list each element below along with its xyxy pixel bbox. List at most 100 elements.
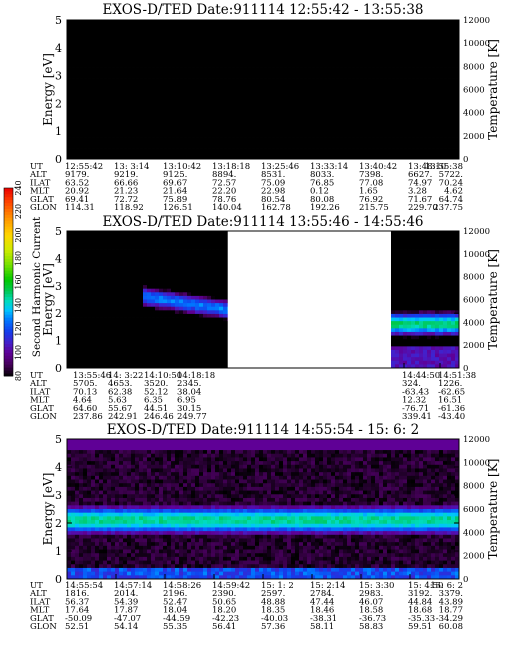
- heatmap-cell: [135, 364, 140, 369]
- heatmap-cell: [435, 60, 440, 65]
- heatmap-cell: [151, 281, 156, 286]
- heatmap-cell: [131, 245, 136, 250]
- heatmap-cell: [347, 122, 352, 127]
- heatmap-cell: [151, 151, 156, 156]
- heatmap-cell: [71, 252, 76, 257]
- heatmap-cell: [71, 306, 76, 311]
- heatmap-cell: [331, 107, 336, 112]
- heatmap-cell: [319, 41, 324, 47]
- heatmap-cell: [71, 349, 76, 354]
- heatmap-cell: [159, 49, 164, 54]
- heatmap-cell: [67, 292, 72, 297]
- heatmap-cell: [107, 310, 112, 315]
- heatmap-cell: [415, 140, 420, 145]
- heatmap-cell: [95, 231, 100, 236]
- heatmap-cell: [343, 137, 348, 142]
- heatmap-cell: [403, 27, 408, 32]
- heatmap-cell: [311, 107, 316, 112]
- heatmap-cell: [275, 63, 280, 68]
- heatmap-cell: [115, 140, 120, 145]
- heatmap-cell: [191, 148, 196, 153]
- heatmap-cell: [123, 256, 128, 261]
- heatmap-cell: [399, 111, 404, 116]
- heatmap-cell: [351, 27, 356, 32]
- heatmap-cell: [383, 148, 388, 153]
- heatmap-cell: [71, 148, 76, 153]
- heatmap-cell: [447, 52, 452, 57]
- heatmap-cell: [419, 74, 424, 79]
- heatmap-cell: [283, 133, 288, 138]
- heatmap-cell: [163, 306, 168, 311]
- heatmap-cell: [79, 34, 84, 39]
- heatmap-cell: [179, 148, 184, 153]
- heatmap-cell: [299, 20, 304, 25]
- heatmap-cell: [135, 49, 140, 54]
- heatmap-cell: [207, 30, 212, 36]
- heatmap-cell: [91, 292, 96, 297]
- heatmap-cell: [135, 342, 140, 347]
- heatmap-cell: [435, 137, 440, 142]
- heatmap-cell: [311, 45, 316, 50]
- heatmap-cell: [391, 104, 396, 109]
- heatmap-cell: [263, 85, 268, 90]
- colorbar-tick-label: 180: [14, 251, 23, 266]
- heatmap-cell: [367, 126, 372, 131]
- heatmap-cell: [375, 89, 380, 94]
- heatmap-cell: [339, 140, 344, 145]
- heatmap-cell: [87, 349, 92, 354]
- heatmap-cell: [423, 78, 428, 83]
- heatmap-cell: [119, 49, 124, 54]
- heatmap-cell: [127, 267, 132, 272]
- heatmap-cell: [215, 85, 220, 90]
- heatmap-cell: [407, 85, 412, 90]
- heatmap-cell: [255, 41, 260, 47]
- heatmap-cell: [139, 317, 144, 322]
- heatmap-cell: [79, 245, 84, 250]
- heatmap-cell: [327, 67, 332, 72]
- heatmap-cell: [179, 249, 184, 254]
- heatmap-cell: [235, 78, 240, 83]
- heatmap-cell: [103, 241, 108, 246]
- heatmap-cell: [171, 111, 176, 116]
- heatmap-cell: [383, 96, 388, 101]
- heatmap-cell: [303, 129, 308, 134]
- heatmap-cell: [147, 263, 152, 268]
- heatmap-cell: [167, 364, 172, 369]
- heatmap-cell: [275, 148, 280, 153]
- heatmap-cell: [247, 144, 252, 149]
- heatmap-cell: [99, 34, 104, 39]
- heatmap-cell: [143, 288, 148, 293]
- heatmap-cell: [163, 335, 168, 340]
- heatmap-cell: [243, 144, 248, 149]
- heatmap-cell: [103, 111, 108, 116]
- heatmap-cell: [267, 71, 272, 76]
- heatmap-cell: [131, 144, 136, 149]
- heatmap-cell: [71, 360, 76, 365]
- heatmap-cell: [215, 45, 220, 50]
- heatmap-cell: [379, 104, 384, 109]
- heatmap-cell: [455, 27, 460, 32]
- heatmap-cell: [159, 234, 164, 239]
- heatmap-cell: [95, 41, 100, 47]
- heatmap-cell: [407, 155, 412, 160]
- heatmap-cell: [203, 115, 208, 120]
- heatmap-cell: [179, 118, 184, 123]
- heatmap-cell: [99, 144, 104, 149]
- heatmap-cell: [431, 34, 436, 39]
- heatmap-cell: [179, 78, 184, 83]
- heatmap-cell: [99, 71, 104, 76]
- heatmap-cell: [135, 328, 140, 333]
- heatmap-cell: [391, 137, 396, 142]
- heatmap-cell: [263, 78, 268, 83]
- heatmap-cell: [167, 20, 172, 25]
- heatmap-cell: [95, 277, 100, 282]
- heatmap-cell: [251, 122, 256, 127]
- heatmap-cell: [247, 107, 252, 112]
- heatmap-cell: [131, 331, 136, 336]
- heatmap-cell: [163, 274, 168, 279]
- heatmap-cell: [75, 85, 80, 90]
- heatmap-cell: [75, 317, 80, 322]
- heatmap-cell: [115, 263, 120, 268]
- heatmap-cell: [431, 96, 436, 101]
- heatmap-cell: [343, 34, 348, 39]
